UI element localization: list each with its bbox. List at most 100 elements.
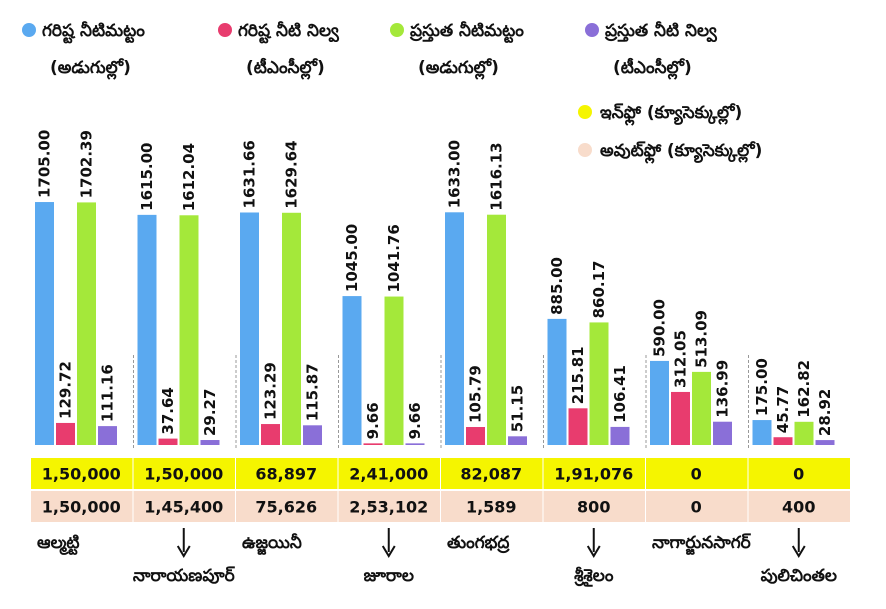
bar <box>98 426 117 445</box>
arrow-head <box>381 545 396 558</box>
value-label: 136.99 <box>714 360 732 418</box>
bar <box>282 212 301 445</box>
bar <box>405 443 425 445</box>
legend-label: అవుట్‌ఫ్లో (క్యూసెక్కుల్లో) <box>600 141 762 164</box>
arrow-head <box>176 545 191 558</box>
flow-cell <box>646 458 748 489</box>
bar <box>713 421 732 445</box>
flow-cell <box>338 458 440 489</box>
bar <box>200 440 220 445</box>
bar <box>692 371 711 445</box>
value-label: 111.16 <box>99 364 117 422</box>
value-label: 37.64 <box>159 387 177 434</box>
legend-label: ఇన్‌ఫ్లో (క్యూసెక్కుల్లో) <box>600 103 742 126</box>
value-label: 312.05 <box>672 330 690 388</box>
value-label: 885.00 <box>548 257 566 315</box>
value-label: 860.17 <box>590 261 608 319</box>
value-label: 115.87 <box>304 363 322 421</box>
bar <box>650 360 669 445</box>
flow-cell <box>133 491 235 522</box>
category-label: తుంగభద్ర <box>447 533 510 554</box>
value-label: 162.82 <box>795 360 813 418</box>
category-label: నారాయణపూర్ <box>133 566 236 586</box>
value-label: 1041.76 <box>385 224 403 292</box>
arrow-head <box>791 545 806 558</box>
value-label: 1616.13 <box>488 142 506 210</box>
value-label: 1612.04 <box>180 143 198 211</box>
flow-value: 1,50,000 <box>42 498 121 517</box>
bar <box>137 214 157 445</box>
value-label: 1615.00 <box>138 143 156 211</box>
flow-value: 0 <box>691 498 702 517</box>
flow-cell <box>441 491 543 522</box>
legend-unit: (టీఎంసీల్లో) <box>613 57 692 80</box>
bar <box>77 202 96 445</box>
flow-value: 800 <box>577 498 610 517</box>
bar <box>466 427 485 445</box>
bar <box>158 438 178 445</box>
value-label: 1705.00 <box>36 130 54 198</box>
flow-value: 0 <box>793 465 804 484</box>
legend-dot <box>22 23 36 37</box>
legend-dot <box>585 23 599 37</box>
flow-cell <box>31 491 133 522</box>
flow-value: 82,087 <box>460 465 522 484</box>
legend-unit: (అడుగుల్లో) <box>50 58 131 80</box>
bar <box>568 408 588 445</box>
value-label: 105.79 <box>467 365 485 423</box>
flow-cell <box>441 458 543 489</box>
value-label: 1045.00 <box>343 224 361 292</box>
flow-value: 1,91,076 <box>554 465 633 484</box>
flow-value: 2,53,102 <box>349 498 428 517</box>
flow-cell <box>133 458 235 489</box>
bar <box>794 421 814 445</box>
value-label: 29.27 <box>201 389 219 436</box>
category-label: పులిచింతల <box>761 566 837 586</box>
flow-cell <box>748 458 850 489</box>
value-label: 9.66 <box>364 402 382 439</box>
flow-cell <box>543 458 645 489</box>
value-label: 1629.64 <box>283 140 301 208</box>
bar <box>487 214 506 445</box>
arrow-head <box>586 545 601 558</box>
flow-cell <box>338 491 440 522</box>
legend-label: ప్రస్తుత నీటిమట్టం <box>409 21 524 43</box>
flow-value: 1,45,400 <box>144 498 223 517</box>
category-label: ఆల్మట్టి <box>37 533 79 555</box>
legend-dot <box>578 143 592 157</box>
flow-cell <box>236 491 338 522</box>
value-label: 28.92 <box>816 389 834 436</box>
legend-label: ప్రస్తుత నీటి నిల్వ <box>604 21 718 43</box>
value-label: 123.29 <box>262 362 280 420</box>
value-label: 590.00 <box>651 299 669 357</box>
category-label: జూరాల <box>364 566 414 586</box>
flow-value: 75,626 <box>255 498 317 517</box>
value-label: 9.66 <box>406 402 424 439</box>
bar <box>671 391 690 445</box>
bar <box>342 296 362 445</box>
legend-unit: (అడుగుల్లో) <box>418 58 499 80</box>
category-label: శ్రీశైలం <box>574 566 614 587</box>
bar <box>547 318 567 445</box>
bar <box>363 443 383 445</box>
value-label: 1631.66 <box>241 140 259 208</box>
bar <box>261 424 280 445</box>
flow-value: 2,41,000 <box>349 465 428 484</box>
value-label: 129.72 <box>57 361 75 419</box>
flow-value: 1,50,000 <box>42 465 121 484</box>
legend-dot <box>578 105 592 119</box>
legend-dot <box>218 23 232 37</box>
bar <box>752 420 772 445</box>
flow-value: 0 <box>691 465 702 484</box>
value-label: 1702.39 <box>78 130 96 198</box>
category-label: నాగార్జునసాగర్ <box>652 533 752 555</box>
flow-cell <box>748 491 850 522</box>
value-label: 1633.00 <box>446 140 464 208</box>
bar <box>610 426 630 445</box>
flow-cell <box>646 491 748 522</box>
bar <box>303 425 322 445</box>
flow-value: 1,50,000 <box>144 465 223 484</box>
bar <box>179 215 199 445</box>
bar <box>35 202 54 445</box>
